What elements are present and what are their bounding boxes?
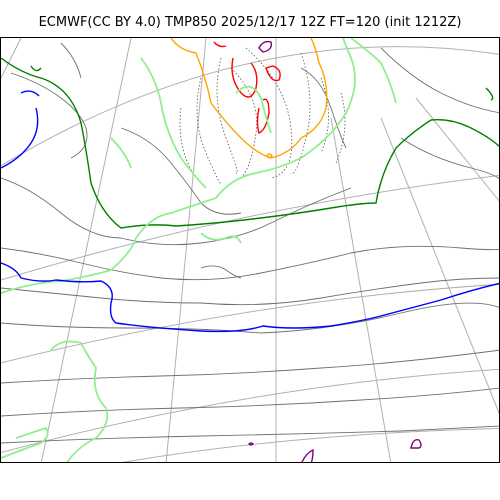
map-panel bbox=[0, 37, 500, 463]
meridian-line bbox=[415, 97, 499, 202]
isotherm-blue bbox=[1, 90, 499, 333]
chart-title: ECMWF(CC BY 4.0) TMP850 2025/12/17 12Z F… bbox=[38, 15, 462, 30]
latitude-arc bbox=[1, 46, 499, 167]
meridian-line bbox=[165, 38, 207, 462]
latitude-arc bbox=[1, 283, 499, 364]
latitude-arc bbox=[1, 368, 499, 454]
meridian-line bbox=[380, 117, 499, 415]
graticule-grid bbox=[1, 38, 499, 462]
latitude-arc bbox=[122, 427, 499, 462]
temperature-map bbox=[1, 38, 499, 462]
latitude-arc bbox=[1, 175, 499, 281]
isotherm-purple bbox=[248, 40, 422, 462]
meridian-line bbox=[40, 38, 132, 462]
isotherm-red bbox=[213, 41, 281, 134]
meridian-line bbox=[330, 117, 392, 462]
isotherm-darkgreen bbox=[1, 57, 499, 229]
coastlines bbox=[1, 42, 499, 444]
isotherm-lightgreen bbox=[1, 38, 397, 462]
meridian-line bbox=[1, 38, 22, 80]
isotherm-orange bbox=[170, 38, 328, 159]
isotherms-dotted bbox=[179, 47, 346, 185]
